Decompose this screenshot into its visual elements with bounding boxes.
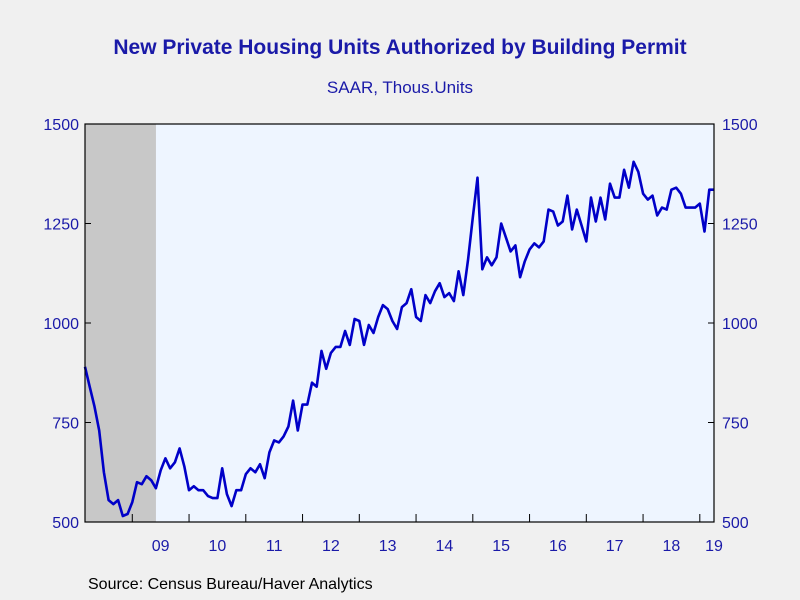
x-tick-label: 17 xyxy=(606,538,624,555)
y-tick-label-right: 1500 xyxy=(722,117,758,134)
series-line xyxy=(83,160,714,518)
y-tick-label-right: 1000 xyxy=(722,316,758,333)
y-tick-label-left: 1500 xyxy=(43,117,79,134)
x-tick-label: 16 xyxy=(549,538,567,555)
y-tick-label-left: 1000 xyxy=(43,316,79,333)
x-tick-label: 18 xyxy=(663,538,681,555)
x-tick-label: 13 xyxy=(379,538,397,555)
y-tick-label-left: 750 xyxy=(52,416,79,433)
source-note: Source: Census Bureau/Haver Analytics xyxy=(88,576,373,593)
y-tick-label-right: 1250 xyxy=(722,217,758,234)
y-tick-label-right: 500 xyxy=(722,515,749,532)
x-tick-label: 19 xyxy=(705,538,723,555)
chart-subtitle: SAAR, Thous.Units xyxy=(326,78,474,97)
x-tick-label: 12 xyxy=(322,538,340,555)
x-tick-label: 14 xyxy=(436,538,454,555)
chart-title: New Private Housing Units Authorized by … xyxy=(113,36,687,59)
x-tick-label: 11 xyxy=(266,538,283,555)
x-tick-label: 15 xyxy=(492,538,510,555)
y-tick-label-right: 750 xyxy=(722,416,749,433)
y-tick-label-left: 500 xyxy=(52,515,79,532)
y-tick-label-left: 1250 xyxy=(43,217,79,234)
x-tick-label: 09 xyxy=(152,538,170,555)
recession-shading xyxy=(85,124,156,522)
x-tick-label: 10 xyxy=(209,538,227,555)
